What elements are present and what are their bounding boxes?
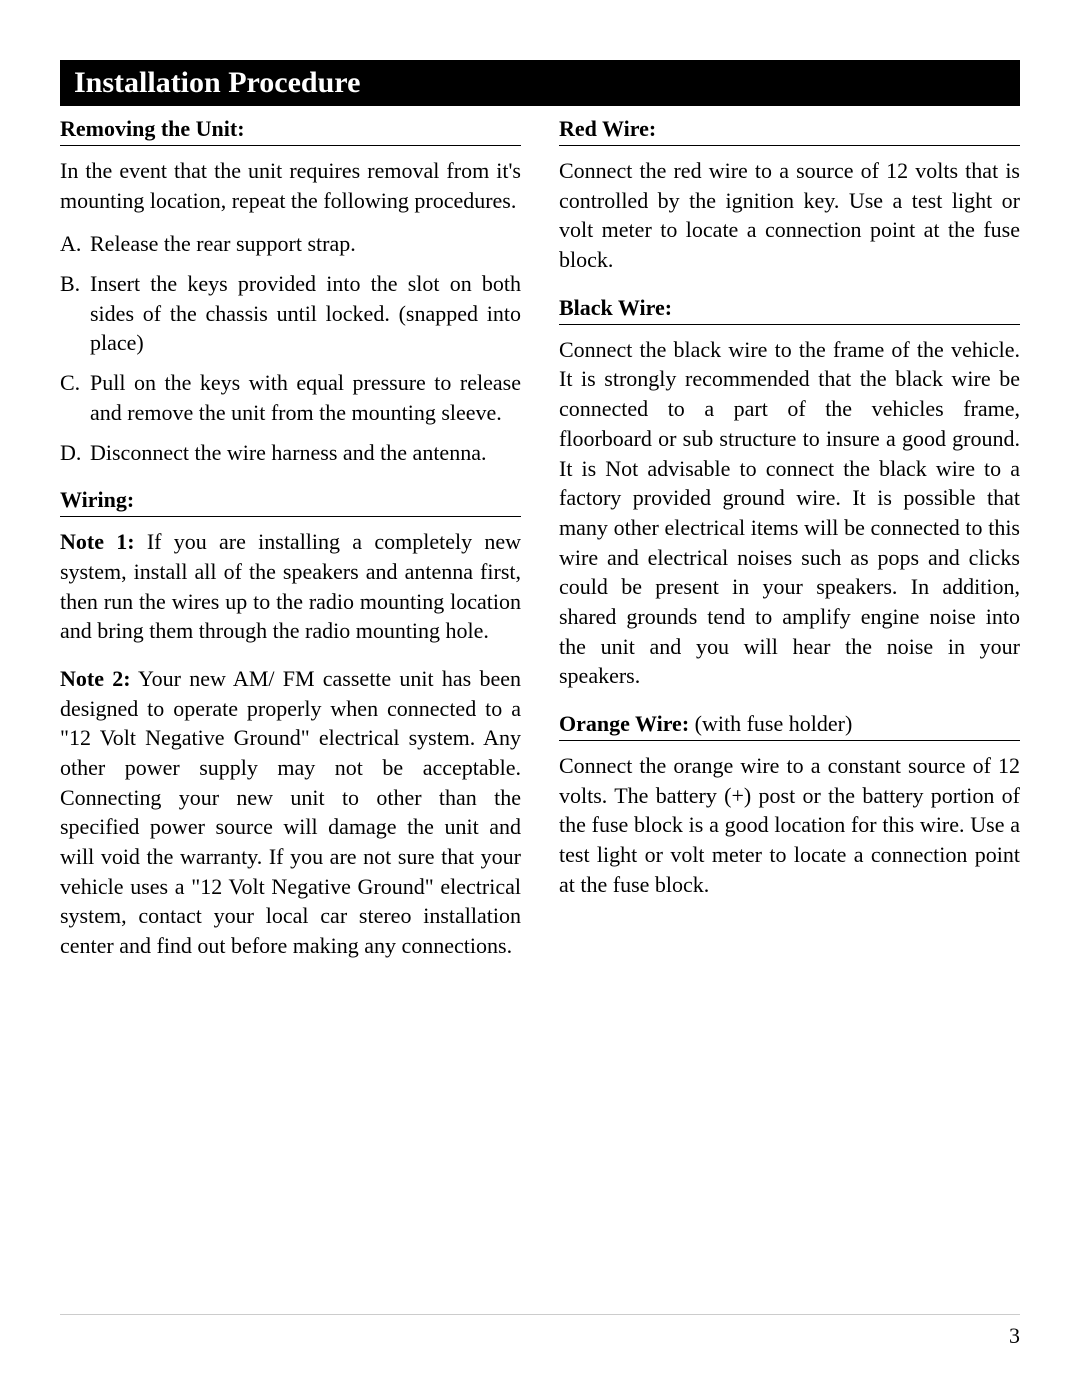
orange-wire-heading: Orange Wire: (with fuse holder) — [559, 711, 1020, 741]
list-text-b: Insert the keys provided into the slot o… — [90, 269, 521, 358]
list-text-d: Disconnect the wire harness and the ante… — [90, 438, 521, 468]
orange-wire-heading-note: (with fuse holder) — [689, 711, 852, 736]
list-item: C. Pull on the keys with equal pressure … — [60, 368, 521, 427]
orange-wire-text: Connect the orange wire to a constant so… — [559, 751, 1020, 899]
red-wire-text: Connect the red wire to a source of 12 v… — [559, 156, 1020, 275]
black-wire-text: Connect the black wire to the frame of t… — [559, 335, 1020, 691]
page-number: 3 — [60, 1314, 1020, 1349]
left-column: Removing the Unit: In the event that the… — [60, 112, 521, 979]
note-1-label: Note 1: — [60, 529, 135, 554]
list-item: B. Insert the keys provided into the slo… — [60, 269, 521, 358]
right-column: Red Wire: Connect the red wire to a sour… — [559, 112, 1020, 979]
removing-unit-intro: In the event that the unit requires remo… — [60, 156, 521, 215]
page-header: Installation Procedure — [60, 60, 1020, 106]
content-columns: Removing the Unit: In the event that the… — [60, 112, 1020, 979]
list-marker-b: B. — [60, 269, 90, 358]
list-item: A. Release the rear support strap. — [60, 229, 521, 259]
note-1: Note 1: If you are installing a complete… — [60, 527, 521, 646]
wiring-heading: Wiring: — [60, 487, 521, 517]
list-marker-a: A. — [60, 229, 90, 259]
list-text-c: Pull on the keys with equal pressure to … — [90, 368, 521, 427]
removing-unit-heading: Removing the Unit: — [60, 116, 521, 146]
note-2: Note 2: Your new AM/ FM cassette unit ha… — [60, 664, 521, 961]
list-text-a: Release the rear support strap. — [90, 229, 521, 259]
orange-wire-heading-text: Orange Wire: — [559, 711, 689, 736]
list-item: D. Disconnect the wire harness and the a… — [60, 438, 521, 468]
note-2-text: Your new AM/ FM cassette unit has been d… — [60, 666, 521, 958]
red-wire-heading: Red Wire: — [559, 116, 1020, 146]
list-marker-c: C. — [60, 368, 90, 427]
note-2-label: Note 2: — [60, 666, 131, 691]
black-wire-heading: Black Wire: — [559, 295, 1020, 325]
list-marker-d: D. — [60, 438, 90, 468]
header-title: Installation Procedure — [74, 66, 360, 99]
